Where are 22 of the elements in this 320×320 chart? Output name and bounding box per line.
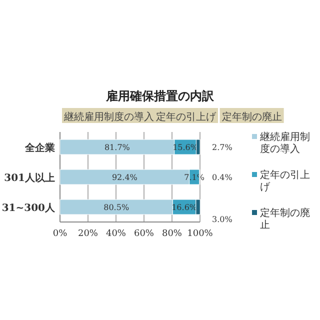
data-label: 3.0% bbox=[212, 215, 233, 224]
chart-title: 雇用確保措置の内訳 bbox=[105, 89, 215, 103]
data-label: 80.5% bbox=[104, 203, 130, 212]
data-label: 92.4% bbox=[112, 173, 138, 182]
text: 継続雇用制度の導入 bbox=[63, 111, 154, 123]
y-tick-label: 全企業 bbox=[24, 142, 55, 154]
x-tick-label: 20% bbox=[78, 229, 98, 239]
data-label: 81.7% bbox=[104, 143, 130, 152]
x-tick-label: 80% bbox=[162, 229, 182, 239]
data-label: 2.7% bbox=[212, 143, 233, 152]
legend-label: 定年の引上げ bbox=[260, 169, 310, 193]
text: 定年制の廃止 bbox=[222, 111, 282, 123]
x-tick-label: 40% bbox=[106, 229, 126, 239]
text: 定年の引上げ bbox=[156, 111, 217, 123]
x-tick-label: 60% bbox=[134, 229, 154, 239]
data-label: 0.4% bbox=[212, 173, 233, 182]
legend-label: 定年制の廃止 bbox=[260, 207, 310, 231]
legend-label: 継続雇用制度の導入 bbox=[259, 131, 310, 155]
x-tick-label: 100% bbox=[187, 229, 214, 239]
x-tick-label: 0% bbox=[52, 229, 68, 239]
y-tick-label: 301人以上 bbox=[4, 172, 55, 184]
y-tick-label: 31~300人 bbox=[2, 202, 56, 214]
